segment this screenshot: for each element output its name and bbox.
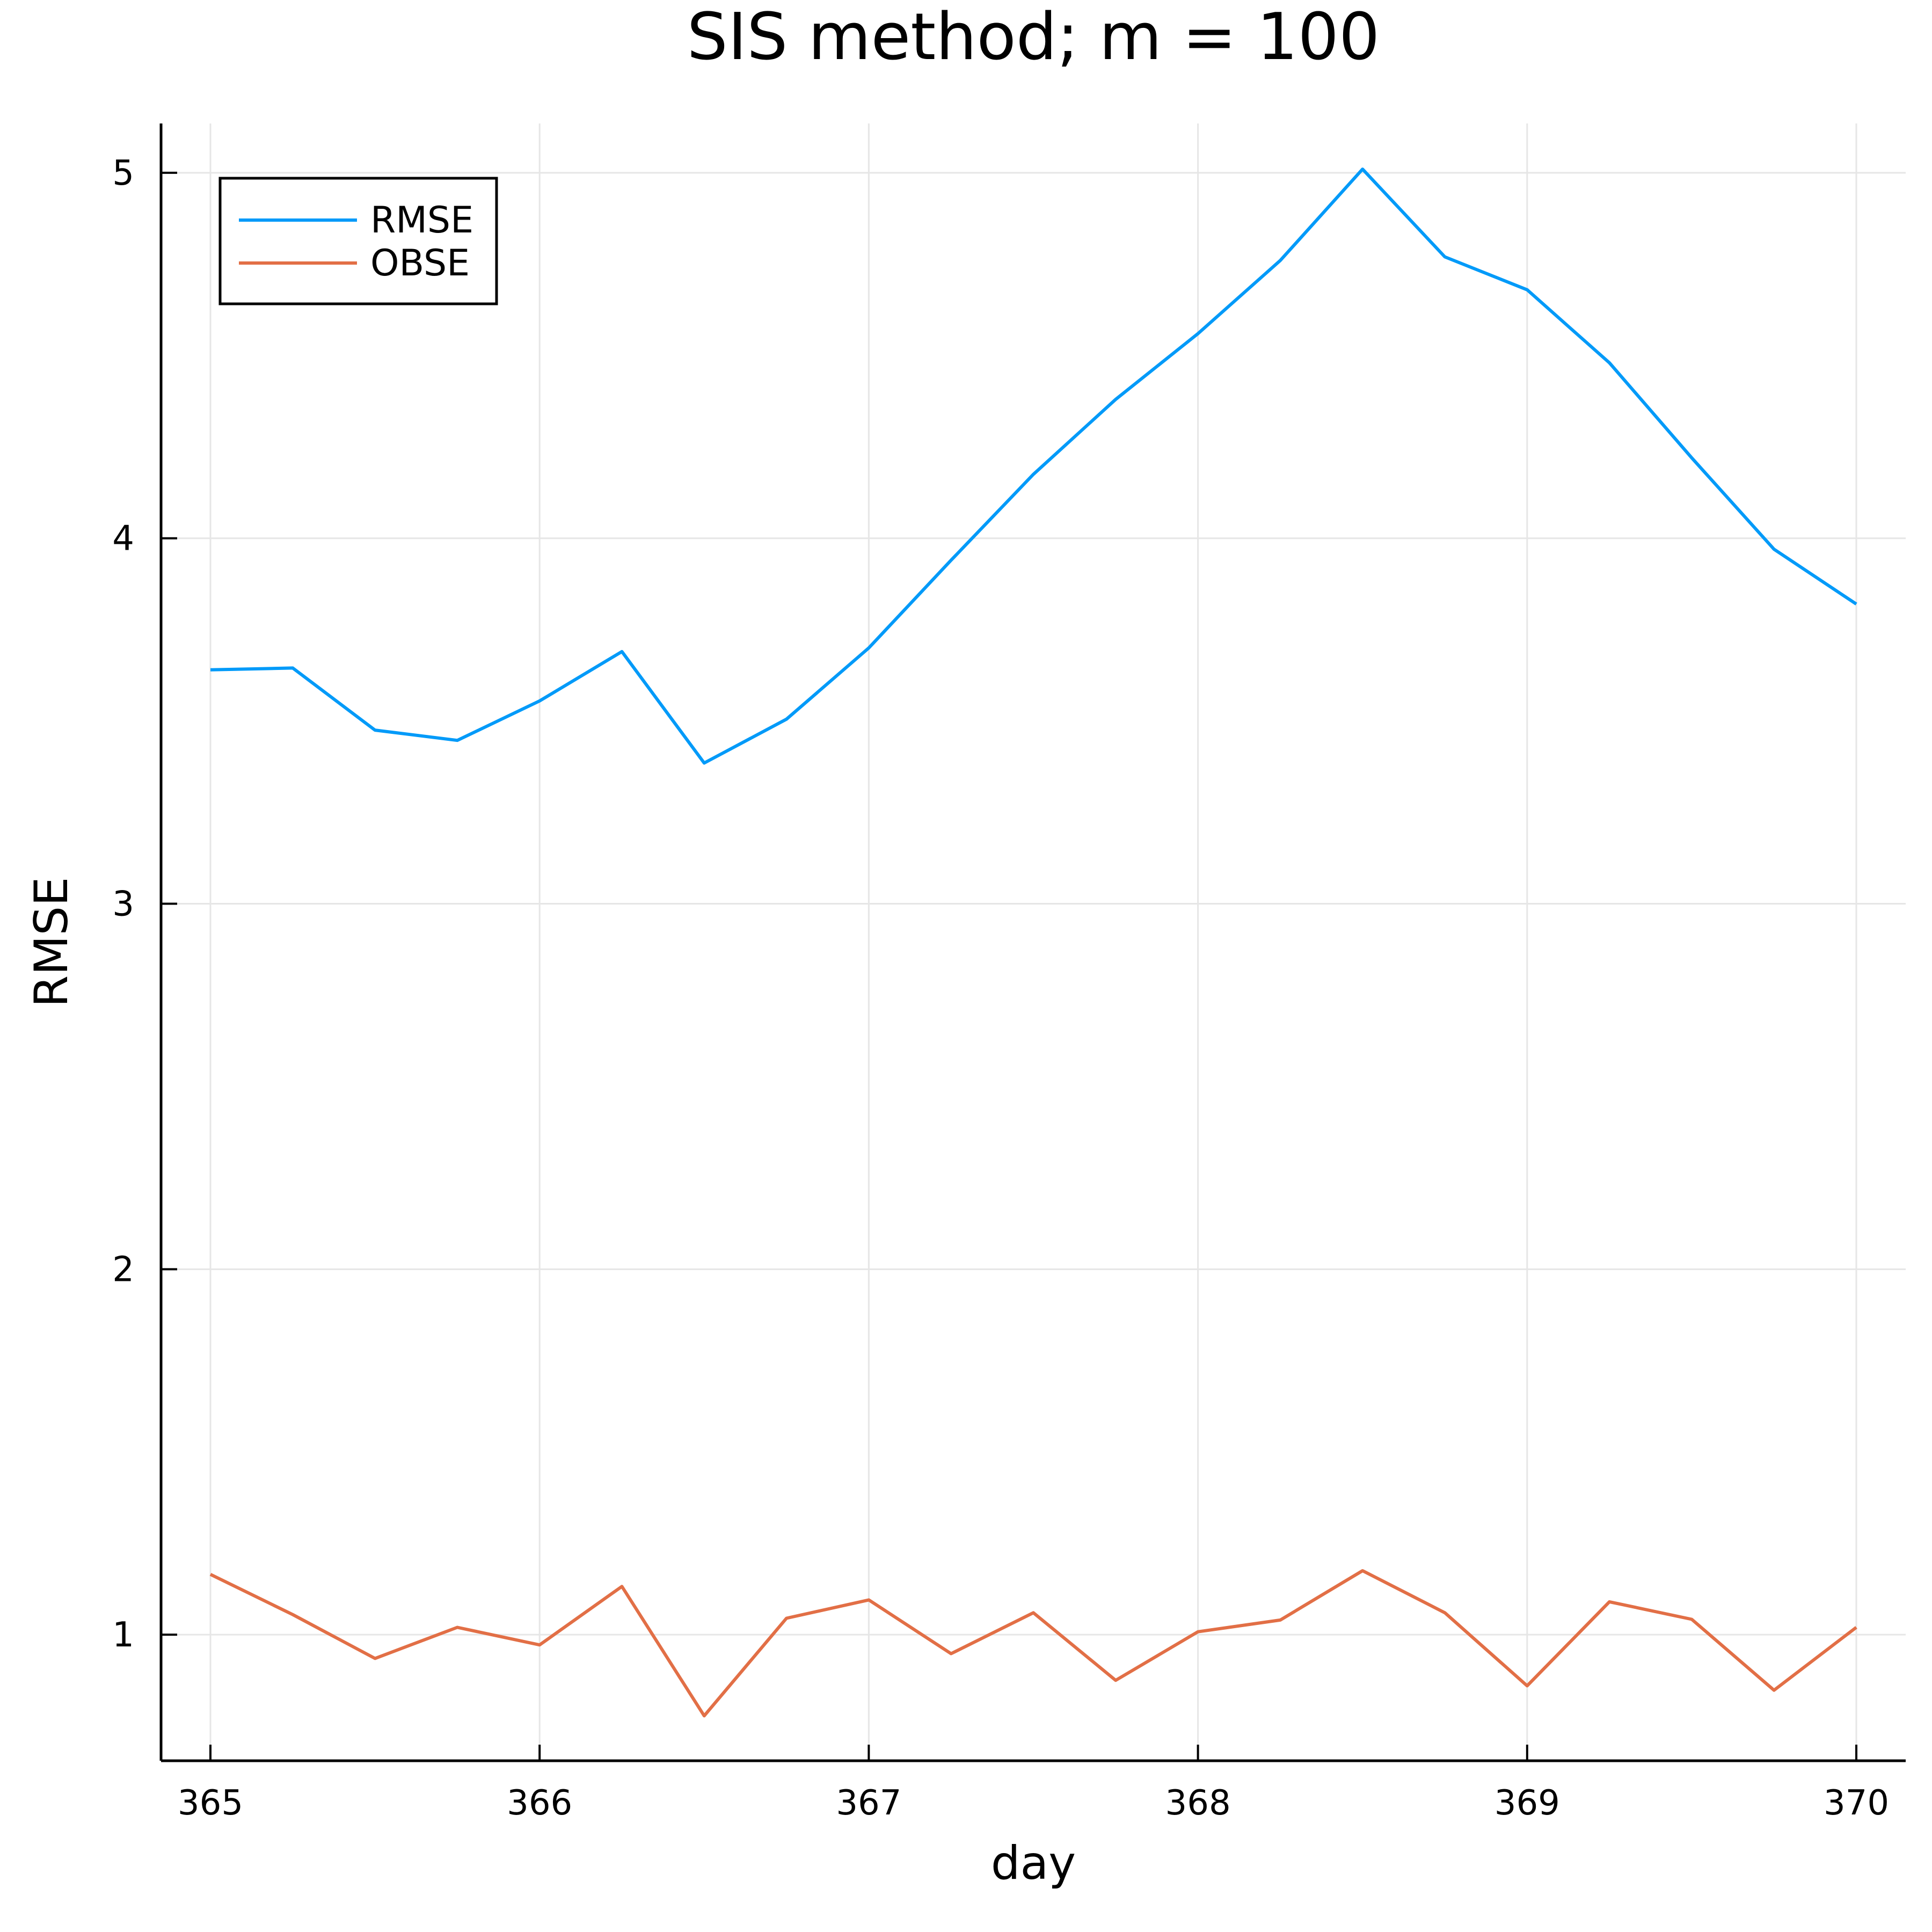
legend-label-obse: OBSE xyxy=(370,242,470,285)
x-tick-label: 365 xyxy=(178,1783,243,1823)
legend-box xyxy=(218,177,498,305)
y-tick-label: 2 xyxy=(112,1250,134,1289)
series-lines xyxy=(209,167,1857,1718)
y-axis-label: RMSE xyxy=(25,877,78,1008)
x-tick-label: 368 xyxy=(1165,1783,1231,1823)
y-tick-label: 4 xyxy=(112,519,134,559)
tick-labels: 365 366 367 368 369 370 1 2 3 4 5 xyxy=(112,154,1889,1823)
legend-label-rmse: RMSE xyxy=(370,199,473,242)
axes xyxy=(159,123,1906,1762)
series-line-rmse xyxy=(210,167,1857,765)
y-tick-label: 5 xyxy=(112,154,134,193)
series-line-obse xyxy=(209,1569,1857,1718)
y-tick-label: 1 xyxy=(112,1615,134,1655)
x-tick-label: 366 xyxy=(507,1783,572,1823)
chart-title: SIS method; m = 100 xyxy=(687,0,1380,75)
x-tick-label: 370 xyxy=(1824,1783,1889,1823)
grid-lines xyxy=(161,123,1906,1761)
y-tick-label: 3 xyxy=(112,885,134,924)
x-tick-label: 369 xyxy=(1494,1783,1560,1823)
legend: RMSE OBSE xyxy=(218,177,498,305)
x-axis-label: day xyxy=(991,1836,1076,1890)
x-tick-label: 367 xyxy=(836,1783,901,1823)
